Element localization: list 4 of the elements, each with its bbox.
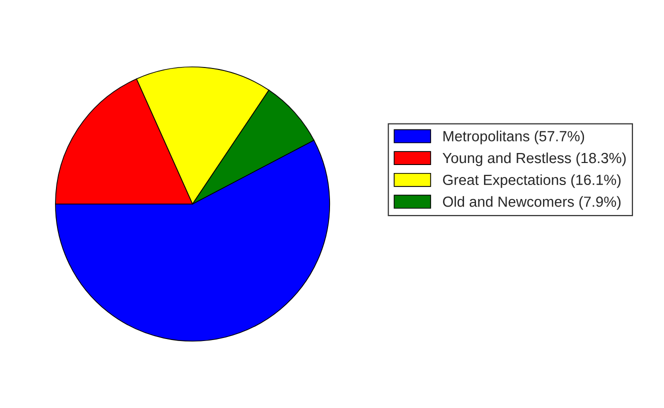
legend-label: Metropolitans (57.7%) xyxy=(444,130,584,144)
legend-label: Old and Newcomers (7.9%) xyxy=(442,196,621,210)
legend-label: Young and Restless (18.3%) xyxy=(442,152,626,166)
legend-label: Great Expectations (16.1%) xyxy=(443,174,621,188)
